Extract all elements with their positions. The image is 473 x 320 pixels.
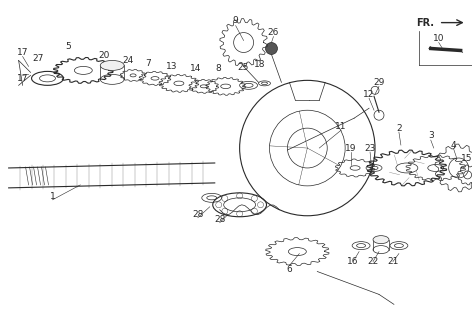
Text: 27: 27 bbox=[33, 54, 44, 63]
Text: 16: 16 bbox=[347, 257, 359, 266]
Text: 14: 14 bbox=[190, 64, 201, 73]
Text: 26: 26 bbox=[268, 28, 279, 37]
Text: 5: 5 bbox=[66, 42, 71, 51]
Text: 12: 12 bbox=[363, 90, 375, 99]
Text: 10: 10 bbox=[433, 34, 445, 43]
Ellipse shape bbox=[373, 236, 389, 244]
Text: 15: 15 bbox=[461, 154, 473, 163]
Text: 11: 11 bbox=[335, 122, 347, 131]
Circle shape bbox=[265, 43, 278, 54]
Text: 23: 23 bbox=[364, 144, 376, 153]
Ellipse shape bbox=[100, 60, 124, 70]
Text: 1: 1 bbox=[50, 192, 55, 201]
Text: 17: 17 bbox=[17, 48, 28, 57]
Text: 3: 3 bbox=[428, 131, 434, 140]
Text: 28: 28 bbox=[192, 210, 203, 219]
Text: 22: 22 bbox=[368, 257, 379, 266]
Text: FR.: FR. bbox=[416, 18, 434, 28]
Text: 4: 4 bbox=[451, 140, 456, 149]
Text: 9: 9 bbox=[233, 16, 238, 25]
Text: 29: 29 bbox=[373, 78, 385, 87]
Text: 24: 24 bbox=[123, 56, 134, 65]
Text: 20: 20 bbox=[98, 51, 110, 60]
Text: 18: 18 bbox=[254, 60, 265, 69]
Text: 25: 25 bbox=[237, 63, 248, 72]
Text: 19: 19 bbox=[345, 144, 357, 153]
Text: 6: 6 bbox=[287, 265, 292, 274]
Text: 21: 21 bbox=[387, 257, 399, 266]
Text: 28: 28 bbox=[214, 215, 226, 224]
Text: 17: 17 bbox=[17, 74, 28, 83]
Text: 8: 8 bbox=[216, 64, 221, 73]
Text: 2: 2 bbox=[396, 124, 402, 133]
Text: 7: 7 bbox=[145, 59, 151, 68]
Text: 13: 13 bbox=[166, 62, 178, 71]
